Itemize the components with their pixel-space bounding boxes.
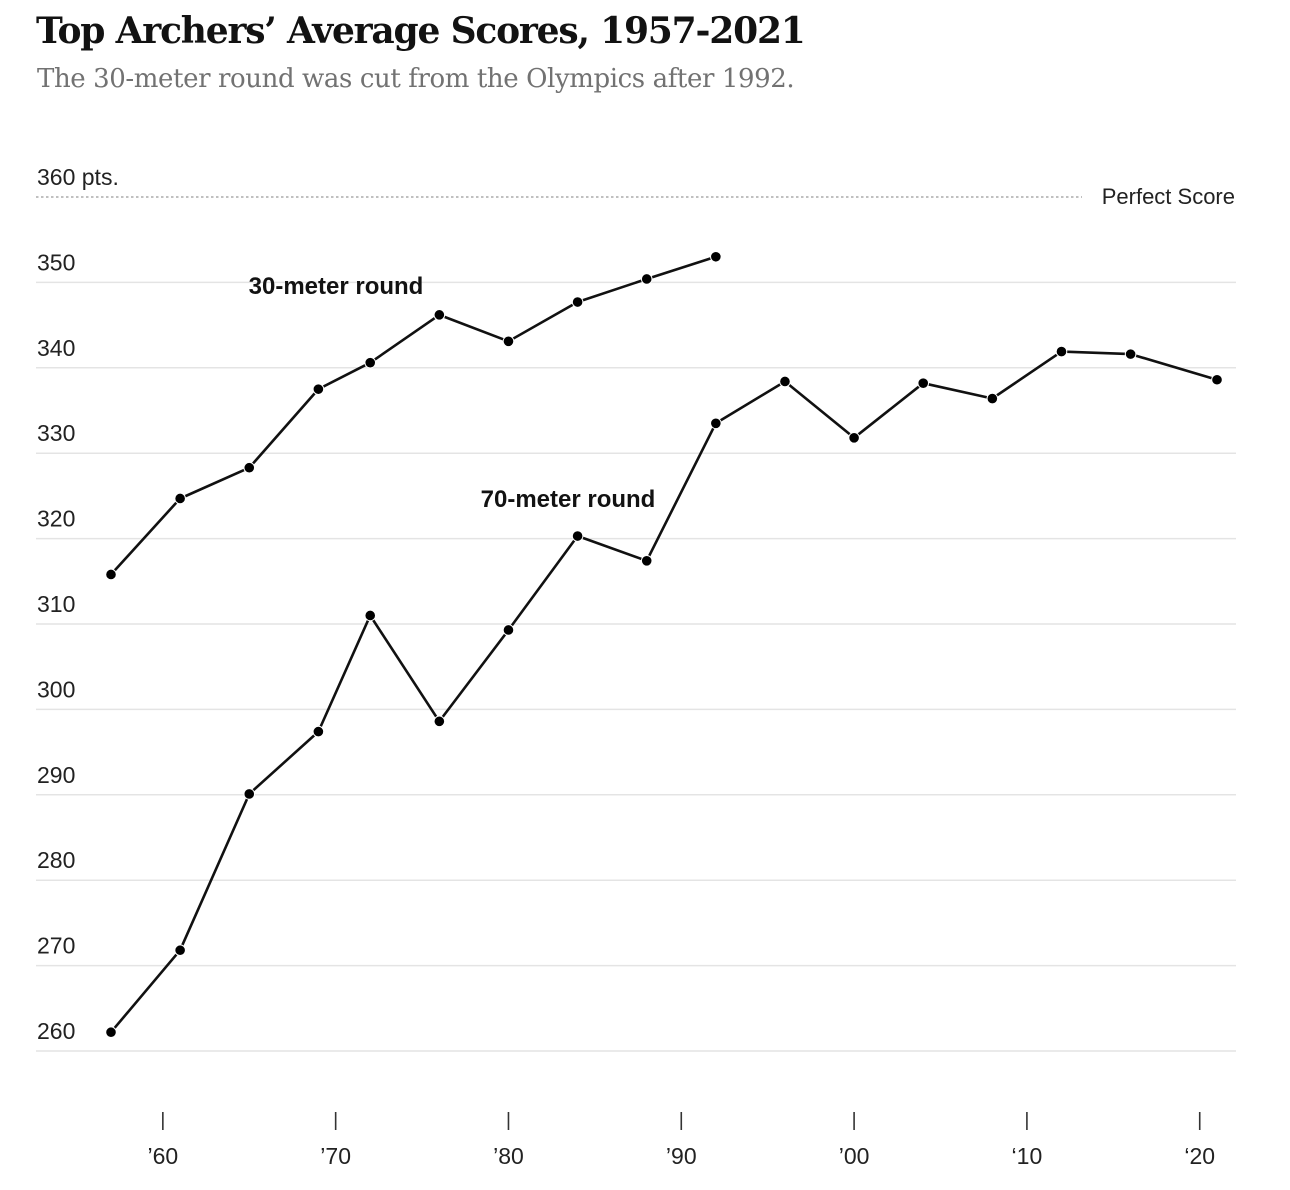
y-tick-label: 280: [37, 847, 75, 873]
data-point: [710, 417, 722, 430]
y-tick-label: 350: [37, 249, 75, 275]
y-tick-label: 290: [37, 762, 75, 788]
data-point: [433, 309, 446, 321]
grid-lines: [36, 281, 1236, 1052]
data-point: [312, 383, 325, 395]
series-line: [109, 255, 718, 576]
x-tick-label: ’60: [147, 1143, 178, 1169]
perfect-score-label: Perfect Score: [1102, 184, 1235, 209]
x-tick-label: ’00: [839, 1143, 870, 1169]
data-point: [1124, 348, 1137, 360]
data-point: [243, 788, 256, 800]
y-tick-label: 320: [37, 506, 75, 532]
data-point: [571, 296, 584, 308]
data-point: [640, 273, 653, 285]
data-point: [779, 375, 791, 388]
data-point: [243, 461, 256, 474]
data-point: [848, 432, 860, 444]
y-tick-label: 270: [37, 933, 75, 959]
y-tick-label: 330: [37, 420, 75, 446]
series-group: 30-meter round 70-meter round: [105, 250, 1223, 1039]
y-tick-label: 300: [37, 676, 75, 702]
data-point: [105, 1026, 117, 1039]
x-tick-label: ‘10: [1012, 1143, 1043, 1169]
y-tick-label: 360 pts.: [37, 164, 119, 190]
data-point: [174, 944, 186, 957]
data-point: [571, 530, 584, 542]
x-tick-label: ’80: [493, 1143, 524, 1169]
perfect-score-reference: Perfect Score: [36, 184, 1235, 209]
y-tick-label: 310: [37, 591, 75, 617]
data-point: [710, 250, 722, 263]
data-point: [502, 335, 515, 348]
data-point: [1211, 373, 1223, 386]
data-point: [433, 715, 446, 728]
x-axis: ’60 ’70 ’80 ’90 ’00 ‘10 ‘20: [147, 1112, 1215, 1169]
x-tick-label: ’90: [666, 1143, 697, 1169]
data-point: [986, 392, 999, 405]
data-point: [640, 555, 653, 567]
data-point: [917, 377, 930, 389]
y-axis: 260 270 280 290 300 310 320 330 340 350 360 pts.: [37, 164, 119, 1044]
data-point: [502, 624, 515, 636]
series-1: 70-meter round: [105, 345, 1223, 1039]
y-tick-label: 340: [37, 335, 75, 361]
data-point: [105, 568, 117, 581]
data-point: [364, 609, 377, 622]
series-label: 30-meter round: [249, 273, 424, 300]
data-point: [174, 492, 186, 505]
data-point: [1055, 345, 1068, 358]
x-tick-label: ‘20: [1184, 1143, 1215, 1169]
series-label: 70-meter round: [481, 486, 656, 513]
chart-title: Top Archers’ Average Scores, 1957-2021: [36, 10, 806, 52]
data-point: [364, 356, 377, 369]
chart-subtitle: The 30-meter round was cut from the Olym…: [37, 64, 795, 94]
y-tick-label: 260: [37, 1018, 75, 1044]
data-point: [312, 725, 325, 738]
series-0: 30-meter round: [105, 250, 722, 581]
x-tick-label: ’70: [320, 1143, 351, 1169]
